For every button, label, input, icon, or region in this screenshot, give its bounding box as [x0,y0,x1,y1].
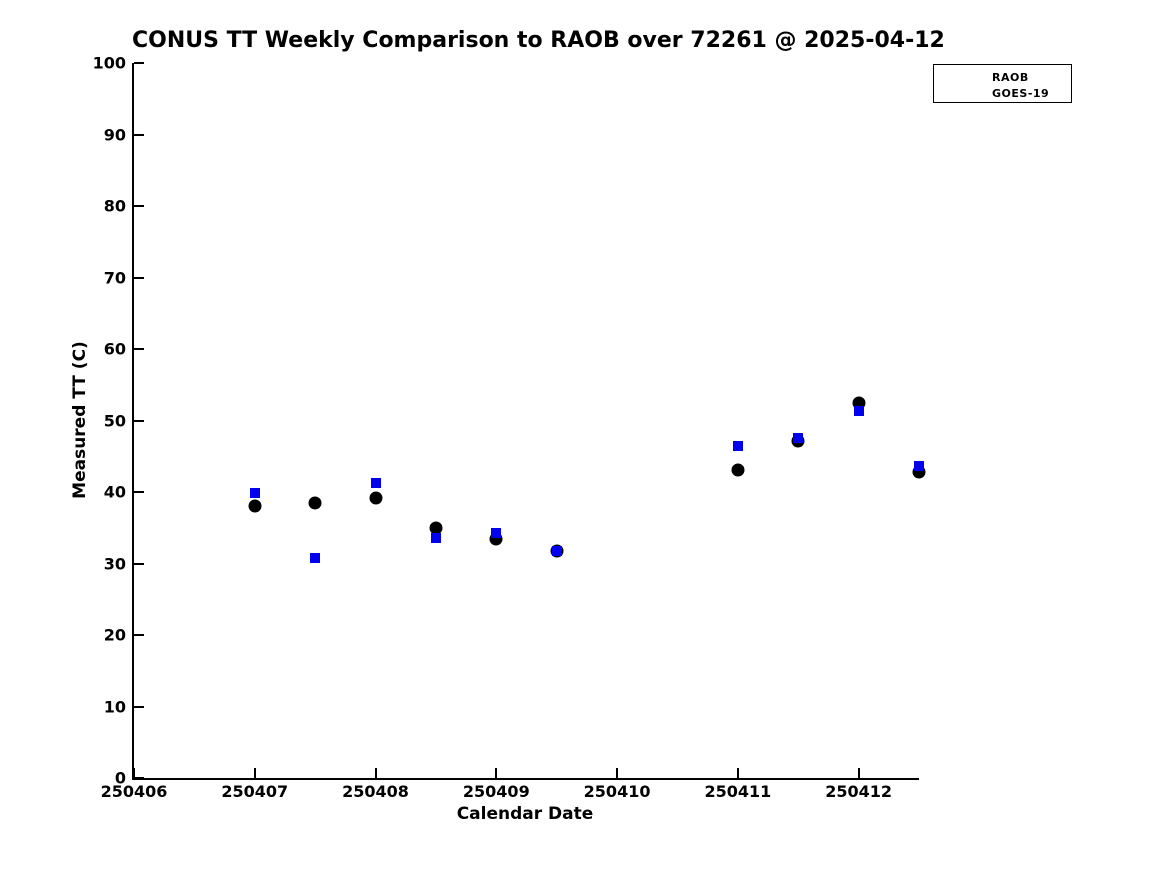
data-point-raob [429,521,443,535]
data-point-goes-19 [370,477,381,488]
legend-marker-cell [934,88,992,98]
y-tick [134,634,144,636]
data-point-goes-19 [551,545,562,556]
y-tick-label: 90 [103,125,126,144]
x-tick-label: 250412 [825,782,893,801]
x-tick-label: 250407 [221,782,289,801]
data-point-goes-19 [853,406,864,417]
y-tick-label: 0 [114,768,126,788]
data-point-goes-19 [491,527,502,538]
data-point-goes-19 [732,440,743,451]
legend-label-goes-19: GOES-19 [992,86,1050,100]
x-tick-label: 250411 [704,782,772,801]
legend-label-raob: RAOB [992,70,1029,84]
y-axis-label: Measured TT (C) [70,341,90,499]
y-tick-label: 50 [103,411,126,430]
y-tick-label: 60 [103,339,126,359]
data-point-raob [248,499,262,513]
data-point-raob [369,491,383,505]
data-point-goes-19 [249,488,260,499]
data-point-raob [308,496,322,510]
y-tick-label: 30 [103,554,126,573]
circle-icon [957,71,970,84]
y-tick-label: 10 [103,697,126,716]
y-tick-label: 20 [103,625,126,645]
y-tick-label: 100 [92,53,126,73]
legend-marker-cell [934,71,992,84]
square-icon [958,88,968,98]
y-tick-label: 70 [103,268,126,287]
x-tick [253,768,256,778]
data-point-raob [731,463,745,477]
y-tick [134,705,144,708]
legend: RAOB GOES-19 [933,64,1072,103]
y-tick [134,62,144,64]
plot-area: 0 10 20 30 40 50 60 70 80 90 100 250406 250407 250408… [93,54,926,801]
x-tick [857,768,860,778]
x-tick-label: 250409 [462,782,530,801]
x-tick [616,768,619,778]
x-tick-label: 250410 [583,782,651,801]
legend-row-raob: RAOB [934,68,1071,86]
y-tick [134,777,144,779]
y-tick [134,491,144,493]
x-tick-label: 250408 [342,782,409,801]
data-point-goes-19 [914,460,924,471]
y-tick [134,133,144,136]
y-tick [134,348,144,350]
x-tick [133,768,135,778]
y-tick [134,276,144,279]
y-tick [134,562,144,565]
x-tick [736,768,739,778]
data-point-goes-19 [793,433,804,444]
chart-title: CONUS TT Weekly Comparison to RAOB over … [132,28,945,53]
y-tick [134,205,144,207]
data-point-goes-19 [310,553,321,564]
y-tick [134,419,144,422]
y-tick-label: 80 [103,196,126,216]
x-tick [495,768,498,778]
y-tick-label: 40 [103,482,126,502]
x-tick [374,768,377,778]
legend-row-goes-19: GOES-19 [934,84,1071,102]
x-axis-label: Calendar Date [456,804,594,824]
x-tick-label: 250406 [100,782,168,801]
data-point-goes-19 [430,532,441,543]
